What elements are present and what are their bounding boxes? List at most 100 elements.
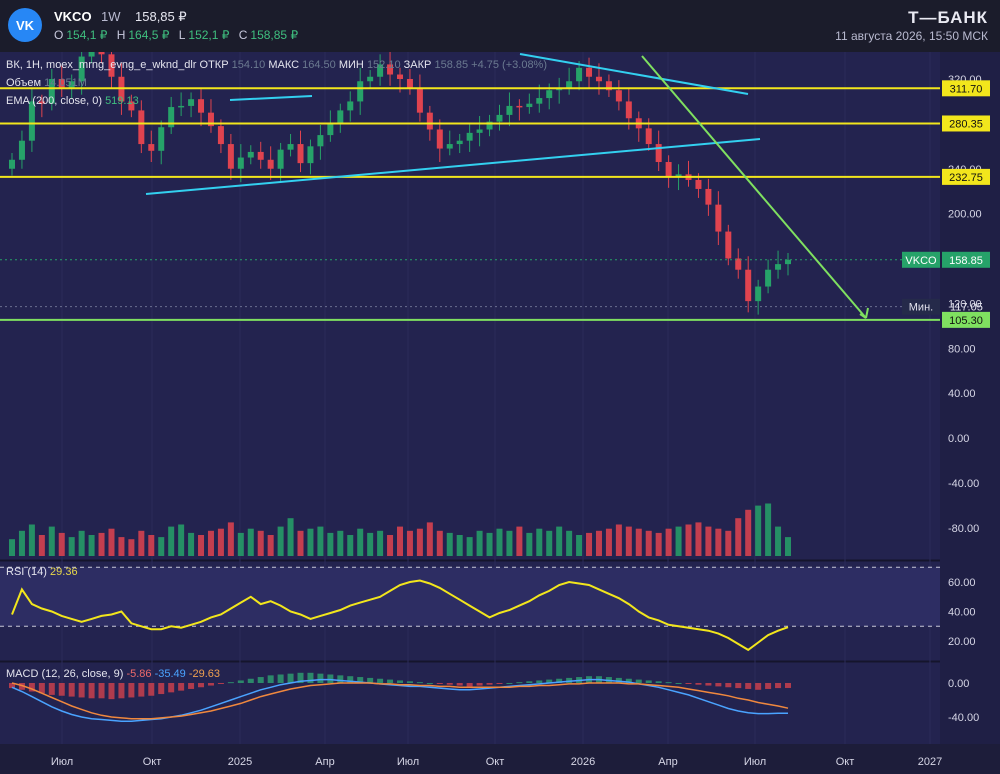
close-field-value: 158.85: [434, 59, 469, 71]
volume-value: 14.051M: [44, 77, 87, 89]
macd-histogram-bar: [725, 683, 732, 688]
macd-histogram-bar: [665, 682, 672, 684]
rsi-tick-label: 20.00: [948, 636, 976, 648]
volume-bar: [377, 530, 384, 556]
volume-bar: [207, 530, 214, 556]
macd-histogram-bar: [188, 683, 195, 689]
chart-canvas[interactable]: 320.00280.00240.00200.00160.00120.0080.0…: [0, 52, 1000, 774]
price-tick-label: -40.00: [948, 478, 979, 490]
rsi-tick-label: 60.00: [948, 577, 976, 589]
volume-label: Объем: [6, 77, 42, 89]
macd-histogram-bar: [466, 683, 473, 687]
macd-histogram-bar: [765, 683, 772, 689]
macd-value-1: -5.86: [126, 668, 152, 680]
x-tick-label: Окт: [836, 756, 855, 768]
volume-legend: Объем 14.051M: [6, 77, 87, 89]
volume-bar: [178, 524, 185, 556]
volume-bar: [397, 526, 403, 556]
volume-bar: [9, 539, 15, 556]
high-value: 164,5 ₽: [128, 28, 170, 42]
candle-body: [655, 144, 662, 163]
ticker-symbol[interactable]: VKCO: [54, 9, 92, 24]
macd-histogram-bar: [735, 683, 742, 689]
volume-bar: [158, 537, 165, 556]
ema-legend: EMA (200, close, 0) 519.13: [6, 95, 139, 107]
macd-histogram-bar: [287, 673, 294, 683]
macd-histogram-bar: [536, 680, 543, 683]
candle-body: [466, 132, 473, 141]
candle-body: [357, 81, 364, 102]
macd-histogram-bar: [745, 683, 752, 689]
level-tag: [942, 311, 990, 328]
candle-body: [406, 79, 413, 88]
candle-body: [58, 79, 65, 88]
candle-body: [715, 204, 722, 232]
rsi-legend: RSI (14) 29.36: [6, 566, 78, 578]
rsi-label: RSI (14): [6, 566, 47, 578]
candle-body: [38, 101, 45, 104]
rsi-band: [0, 567, 940, 627]
candle-body: [277, 149, 284, 169]
candle-body: [536, 98, 543, 104]
volume-bar: [237, 532, 244, 556]
volume-bar: [367, 532, 374, 556]
price-tick-label: 200.00: [948, 209, 982, 221]
macd-histogram-bar: [9, 683, 15, 689]
candle-body: [416, 87, 423, 113]
macd-histogram-bar: [426, 683, 433, 684]
brand-logo: Т—БАНК: [908, 8, 988, 27]
macd-histogram-bar: [317, 673, 324, 683]
candle-body: [337, 110, 344, 124]
macd-histogram-bar: [387, 679, 394, 683]
level-tag-label: 280.35: [949, 118, 983, 130]
candle-body: [148, 144, 155, 151]
candle-body: [775, 264, 782, 270]
volume-bar: [297, 530, 304, 556]
volume-bar: [595, 530, 602, 556]
candle-body: [227, 144, 234, 169]
candle-body: [28, 101, 35, 141]
price-tag-label: 158.85: [949, 255, 983, 267]
macd-histogram-bar: [138, 683, 145, 697]
low-label: L: [178, 28, 186, 42]
level-tag: [942, 168, 990, 185]
macd-histogram-bar: [18, 683, 25, 690]
candle-body: [347, 101, 354, 111]
volume-bar: [118, 537, 125, 556]
macd-histogram-bar: [556, 678, 563, 683]
macd-histogram-bar: [496, 683, 503, 684]
macd-histogram-bar: [675, 683, 682, 684]
volume-bar: [705, 526, 712, 556]
macd-histogram-bar: [247, 678, 254, 683]
time-axis: [0, 744, 1000, 774]
macd-histogram-bar: [506, 683, 513, 684]
volume-bar: [88, 535, 95, 556]
macd-histogram-bar: [297, 672, 304, 683]
volume-bar: [695, 522, 702, 556]
level-tag: [942, 115, 990, 132]
candle-body: [198, 99, 205, 113]
macd-histogram-bar: [367, 677, 374, 683]
candle-body: [377, 64, 384, 77]
macd-label: MACD (12, 26, close, 9): [6, 668, 124, 680]
candle-body: [168, 107, 175, 128]
volume-bar: [576, 535, 583, 556]
volume-bar: [416, 528, 423, 556]
macd-histogram-bar: [118, 683, 125, 699]
macd-histogram-bar: [546, 679, 553, 683]
macd-histogram-bar: [516, 682, 523, 684]
volume-bar: [168, 526, 175, 556]
volume-bar: [456, 535, 463, 556]
price-tick-label: 80.00: [948, 343, 976, 355]
macd-histogram-bar: [566, 677, 573, 683]
rsi-line: [11, 579, 789, 652]
price-tick-label: 40.00: [948, 388, 976, 400]
candle-body: [287, 144, 294, 150]
candle-body: [138, 110, 145, 145]
candle-body: [496, 114, 503, 122]
macd-histogram-bar: [456, 683, 463, 686]
macd-histogram-bar: [48, 683, 55, 695]
candle-body: [595, 76, 602, 82]
volume-bar: [138, 530, 145, 556]
timeframe-button[interactable]: 1W: [101, 9, 121, 24]
